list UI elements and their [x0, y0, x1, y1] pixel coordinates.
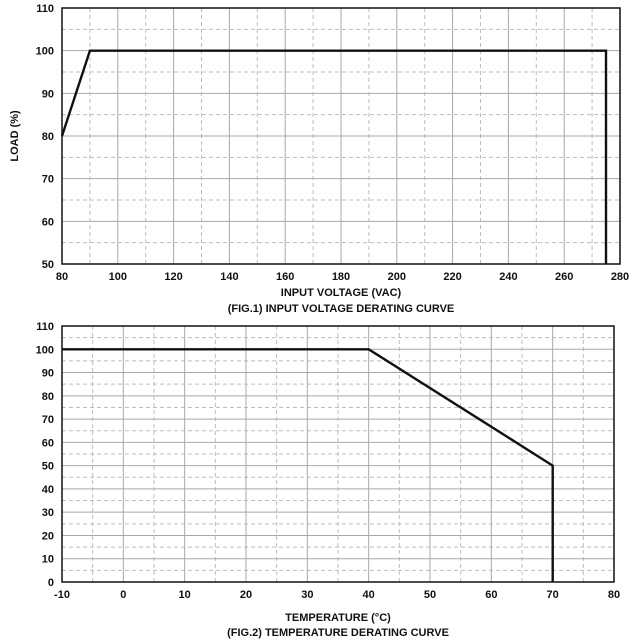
y-tick-label: 50 [42, 461, 54, 473]
y-tick-label: 100 [36, 344, 54, 356]
y-tick-label: 70 [42, 174, 54, 186]
x-tick-label: 140 [220, 271, 238, 283]
y-tick-label: 110 [36, 3, 54, 15]
y-tick-label: 0 [48, 577, 54, 589]
y-tick-label: 20 [42, 530, 54, 542]
x-tick-label: 120 [164, 271, 182, 283]
y-tick-label: 10 [42, 554, 54, 566]
y-tick-label: 80 [42, 391, 54, 403]
derating-curve [60, 49, 608, 264]
chart-caption: (FIG.1) INPUT VOLTAGE DERATING CURVE [228, 303, 455, 315]
y-tick-label: 70 [42, 414, 54, 426]
x-tick-label: 30 [301, 589, 313, 601]
chart-caption: (FIG.2) TEMPERATURE DERATING CURVE [227, 627, 449, 639]
x-axis-title: TEMPERATURE (°C) [285, 612, 391, 624]
y-axis-title: LOAD (%) [9, 110, 21, 162]
y-tick-label: 60 [42, 437, 54, 449]
x-tick-label: 60 [485, 589, 497, 601]
x-tick-label: 0 [120, 589, 126, 601]
x-tick-label: 280 [611, 271, 629, 283]
x-tick-label: 180 [332, 271, 350, 283]
x-tick-label: 40 [363, 589, 375, 601]
x-tick-label: 80 [608, 589, 620, 601]
x-tick-label: 50 [424, 589, 436, 601]
x-tick-label: 70 [547, 589, 559, 601]
x-tick-label: 80 [56, 271, 68, 283]
x-axis-title: INPUT VOLTAGE (VAC) [281, 287, 402, 299]
y-tick-label: 40 [42, 484, 54, 496]
x-tick-label: 260 [555, 271, 573, 283]
x-tick-label: 20 [240, 589, 252, 601]
x-tick-label: 160 [276, 271, 294, 283]
x-tick-label: 200 [388, 271, 406, 283]
y-tick-label: 90 [42, 88, 54, 100]
input-voltage-derating-chart: 50 60 70 80 90 100 110 80 100 120 140 160 180 200 220 2… [9, 3, 629, 315]
x-tick-label: -10 [54, 589, 70, 601]
y-tick-label: 90 [42, 368, 54, 380]
y-tick-label: 80 [42, 131, 54, 143]
y-tick-label: 100 [36, 46, 54, 58]
x-tick-label: 240 [499, 271, 517, 283]
y-tick-label: 50 [42, 259, 54, 271]
y-tick-label: 60 [42, 216, 54, 228]
x-tick-label: 220 [443, 271, 461, 283]
y-tick-label: 30 [42, 507, 54, 519]
y-tick-label: 110 [36, 321, 54, 333]
x-tick-label: 10 [179, 589, 191, 601]
x-tick-label: 100 [109, 271, 127, 283]
derating-curve [62, 348, 554, 582]
plot-frame [61, 325, 615, 583]
